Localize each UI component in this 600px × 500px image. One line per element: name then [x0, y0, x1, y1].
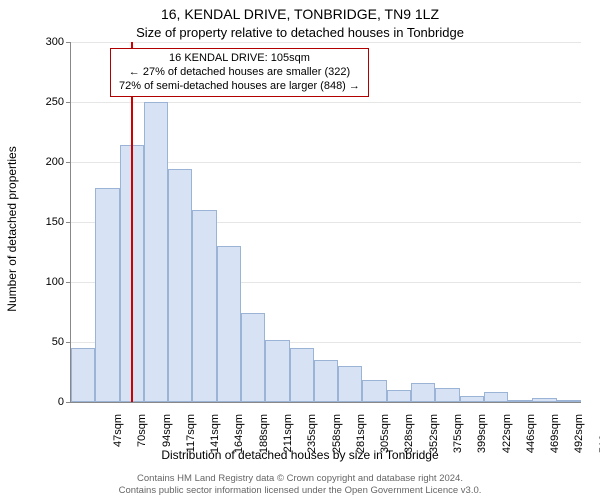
y-tick-label: 50: [24, 336, 64, 348]
histogram-bar: [95, 188, 119, 402]
histogram-bar: [484, 392, 508, 402]
y-tick-label: 300: [24, 36, 64, 48]
y-tick-label: 200: [24, 156, 64, 168]
histogram-bar: [168, 169, 192, 402]
annotation-box: 16 KENDAL DRIVE: 105sqm ← 27% of detache…: [110, 48, 369, 97]
footer-line1: Contains HM Land Registry data © Crown c…: [0, 473, 600, 484]
histogram-bar: [314, 360, 338, 402]
histogram-bar: [290, 348, 314, 402]
histogram-bar: [338, 366, 362, 402]
y-tick-mark: [66, 402, 70, 403]
histogram-bar: [532, 398, 556, 402]
annotation-line3: 72% of semi-detached houses are larger (…: [119, 80, 360, 94]
histogram-bar: [508, 400, 532, 402]
histogram-bar: [387, 390, 411, 402]
histogram-bar: [460, 396, 484, 402]
histogram-bar: [557, 400, 581, 402]
histogram-bar: [241, 313, 265, 402]
y-tick-mark: [66, 102, 70, 103]
histogram-bar: [435, 388, 459, 402]
y-tick-mark: [66, 342, 70, 343]
y-tick-label: 0: [24, 396, 64, 408]
gridline: [71, 42, 581, 43]
y-tick-label: 250: [24, 96, 64, 108]
footer-line2: Contains public sector information licen…: [0, 485, 600, 496]
histogram-bar: [144, 102, 168, 402]
y-tick-mark: [66, 42, 70, 43]
y-tick-mark: [66, 162, 70, 163]
histogram-bar: [192, 210, 216, 402]
x-axis-label: Distribution of detached houses by size …: [0, 448, 600, 462]
chart-title: 16, KENDAL DRIVE, TONBRIDGE, TN9 1LZ: [0, 6, 600, 22]
annotation-line2: ← 27% of detached houses are smaller (32…: [119, 66, 360, 80]
annotation-line1: 16 KENDAL DRIVE: 105sqm: [119, 52, 360, 66]
histogram-bar: [265, 340, 289, 402]
y-axis-label: Number of detached properties: [5, 146, 19, 311]
histogram-bar: [411, 383, 435, 402]
y-tick-mark: [66, 222, 70, 223]
footer-attribution: Contains HM Land Registry data © Crown c…: [0, 473, 600, 496]
y-tick-label: 150: [24, 216, 64, 228]
histogram-bar: [362, 380, 386, 402]
histogram-bar: [217, 246, 241, 402]
y-tick-mark: [66, 282, 70, 283]
y-tick-label: 100: [24, 276, 64, 288]
histogram-bar: [71, 348, 95, 402]
chart-subtitle: Size of property relative to detached ho…: [0, 25, 600, 40]
